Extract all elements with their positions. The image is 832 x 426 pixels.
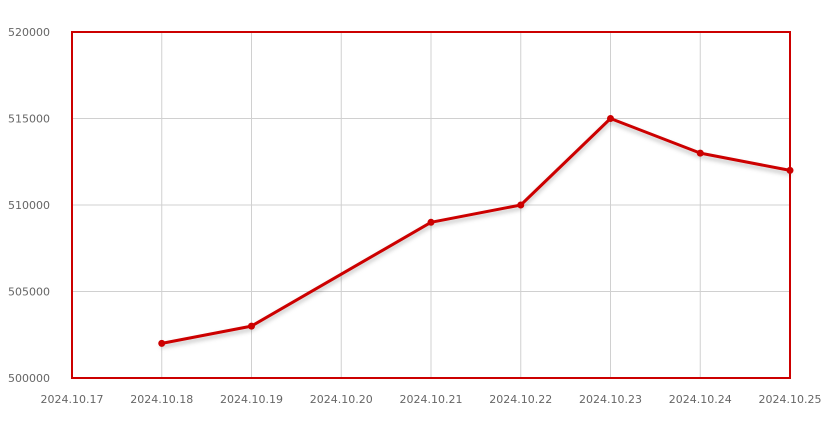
x-tick-label: 2024.10.25: [759, 393, 822, 406]
x-axis-ticks: 2024.10.17 2024.10.18 2024.10.19 2024.10.20…: [41, 393, 822, 406]
y-tick-label: 500000: [8, 372, 50, 385]
x-tick-label: 2024.10.23: [579, 393, 642, 406]
data-point: [248, 322, 255, 330]
data-point: [427, 218, 435, 226]
y-tick-label: 505000: [8, 286, 50, 299]
x-tick-label: 2024.10.19: [220, 393, 283, 406]
data-point: [696, 149, 704, 157]
data-point: [158, 339, 166, 347]
data-point: [786, 166, 794, 174]
x-tick-label: 2024.10.21: [400, 393, 463, 406]
x-tick-label: 2024.10.17: [41, 393, 104, 406]
y-axis-ticks: 500000 505000 510000 515000 520000: [8, 26, 50, 385]
grid-lines: [71, 31, 791, 379]
plot-frame: [71, 31, 791, 379]
data-point: [607, 115, 614, 122]
y-tick-label: 515000: [8, 113, 50, 126]
x-tick-label: 2024.10.24: [669, 393, 732, 406]
x-tick-label: 2024.10.18: [130, 393, 193, 406]
y-tick-label: 510000: [8, 199, 50, 212]
series-layer: [158, 115, 794, 347]
data-point: [517, 201, 525, 209]
x-tick-label: 2024.10.22: [489, 393, 552, 406]
series-line: [160, 117, 792, 345]
x-tick-label: 2024.10.20: [310, 393, 373, 406]
y-tick-label: 520000: [8, 26, 50, 39]
